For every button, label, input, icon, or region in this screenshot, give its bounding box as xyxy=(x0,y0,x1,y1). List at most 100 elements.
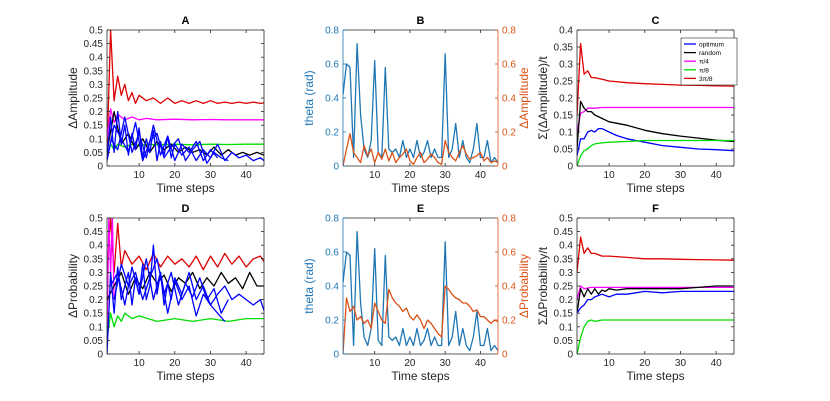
y-tick-label: 0 xyxy=(567,350,573,361)
panel-title: E xyxy=(417,203,424,215)
y-tick-label: 0.8 xyxy=(325,214,339,225)
y-tick-label: 0.4 xyxy=(325,94,339,105)
x-axis-label: Time steps xyxy=(626,181,684,195)
panel-title: D xyxy=(182,203,190,215)
series-group xyxy=(343,230,498,354)
y-axis-label: theta (rad) xyxy=(302,258,316,313)
y-tick-label: 0.3 xyxy=(89,268,103,279)
series-line-π/4 xyxy=(577,106,734,133)
panel-C: C 10 20 30 40 0 0.05 0.1 0.15 0.2 0.25 0.3 0.35 0.4 Ti… xyxy=(536,15,735,195)
series-group xyxy=(107,30,264,164)
series-group xyxy=(107,218,264,354)
y-tick-label: 0.05 xyxy=(554,145,574,156)
x-tick-label: 30 xyxy=(205,170,217,181)
y-tick-label: 0.1 xyxy=(559,322,573,333)
x-tick-label: 30 xyxy=(440,170,452,181)
y-tick-label-right: 0.8 xyxy=(502,26,516,37)
series-line-π/4 xyxy=(107,108,264,139)
y-tick-label: 0.4 xyxy=(559,241,573,252)
series-line-ΔProbability xyxy=(343,285,498,354)
y-tick-label: 0.5 xyxy=(559,214,573,225)
y-tick-label: 0.5 xyxy=(89,214,103,225)
x-tick-label: 20 xyxy=(169,170,181,181)
x-tick-label: 40 xyxy=(241,170,253,181)
series-line-random xyxy=(577,285,734,314)
x-tick-label: 30 xyxy=(205,358,217,369)
y-axis-label-right: ΔProbability xyxy=(517,254,531,318)
y-tick-label: 0.35 xyxy=(84,66,104,77)
y-tick-label: 0 xyxy=(567,162,573,173)
series-line-optimum xyxy=(113,258,229,314)
y-tick-label: 0.4 xyxy=(559,26,573,37)
series-line-3π/8 xyxy=(107,30,264,153)
series-line-3π/8 xyxy=(577,236,734,273)
x-tick-label: 30 xyxy=(675,358,687,369)
legend-label: π/4 xyxy=(699,59,709,66)
series-line-optimum xyxy=(107,244,264,354)
panel-E: E 10 20 30 40 0 0.2 0.4 0.6 0.8 0 0.2 0.4 0.6 0.8 Time … xyxy=(302,203,531,383)
y-tick-label: 0.3 xyxy=(559,268,573,279)
y-tick-label-right: 0 xyxy=(502,162,508,173)
y-tick-label-right: 0.2 xyxy=(502,128,516,139)
y-tick-label: 0.2 xyxy=(325,128,339,139)
x-tick-label: 40 xyxy=(711,170,723,181)
y-tick-label: 0.45 xyxy=(84,227,104,238)
legend-label: 3π/8 xyxy=(699,76,713,83)
y-tick-label: 0.5 xyxy=(89,26,103,37)
y-tick-label: 0.4 xyxy=(325,282,339,293)
y-axis-label: ΣΔProbability/t xyxy=(536,246,550,325)
x-tick-label: 20 xyxy=(404,358,416,369)
panel-title: A xyxy=(182,15,190,27)
x-tick-label: 30 xyxy=(440,358,452,369)
y-tick-label: 0.4 xyxy=(89,53,103,64)
x-tick-label: 40 xyxy=(475,170,487,181)
y-tick-label: 0.35 xyxy=(554,254,574,265)
x-axis-label: Time steps xyxy=(391,369,449,383)
y-tick-label: 0.2 xyxy=(89,295,103,306)
y-tick-label: 0.25 xyxy=(84,282,104,293)
y-tick-label: 0.6 xyxy=(325,60,339,71)
y-tick-label: 0.25 xyxy=(84,94,104,105)
legend-label: optimum xyxy=(699,42,724,49)
y-axis-label: Σ(ΔAmplitude)/t xyxy=(536,56,550,140)
y-tick-label: 0.2 xyxy=(559,94,573,105)
y-tick-label: 0 xyxy=(97,350,103,361)
series-group xyxy=(343,42,498,166)
y-tick-label: 0.1 xyxy=(89,134,103,145)
panel-title: B xyxy=(417,15,425,27)
y-tick-label: 0.45 xyxy=(84,39,104,50)
y-tick-label: 0.2 xyxy=(89,107,103,118)
series-line-π/8 xyxy=(577,139,734,166)
series-line-optimum xyxy=(577,290,734,314)
panel-A: A 10 20 30 40 0 0.05 0.1 0.15 0.2 0.25 0.3 0.35 0.4 0.… xyxy=(66,15,265,195)
y-tick-label: 0.35 xyxy=(84,254,104,265)
y-tick-label: 0.2 xyxy=(559,295,573,306)
series-line-optimum xyxy=(110,258,226,322)
y-tick-label: 0.45 xyxy=(554,227,574,238)
y-tick-label: 0.15 xyxy=(554,111,574,122)
y-tick-label: 0.25 xyxy=(554,282,574,293)
x-tick-label: 10 xyxy=(369,358,381,369)
y-axis-label-right: ΔAmplitude xyxy=(517,67,531,129)
y-tick-label: 0.4 xyxy=(89,241,103,252)
y-tick-label: 0.3 xyxy=(89,80,103,91)
y-tick-label: 0 xyxy=(333,162,339,173)
x-axis-label: Time steps xyxy=(156,369,214,383)
x-tick-label: 30 xyxy=(675,170,687,181)
series-line-3π/8 xyxy=(107,218,264,274)
x-tick-label: 10 xyxy=(604,358,616,369)
x-tick-label: 40 xyxy=(241,358,253,369)
series-line-random xyxy=(107,110,264,156)
series-group xyxy=(577,236,734,354)
panel-title: C xyxy=(652,15,660,27)
x-tick-label: 40 xyxy=(711,358,723,369)
y-tick-label: 0.2 xyxy=(325,316,339,327)
series-line-optimum xyxy=(110,116,219,162)
y-axis-label: ΔProbability xyxy=(66,254,80,318)
series-line-random xyxy=(577,100,734,150)
series-group xyxy=(577,42,734,166)
panel-title: F xyxy=(652,203,659,215)
x-axis-label: Time steps xyxy=(626,369,684,383)
